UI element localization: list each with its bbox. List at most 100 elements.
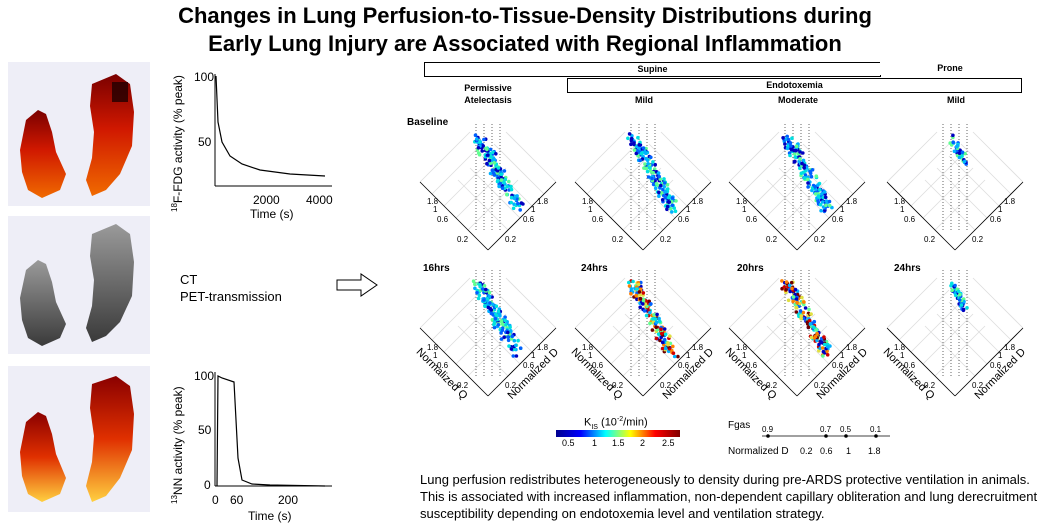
scatter-point bbox=[645, 169, 650, 174]
scatter-point bbox=[955, 296, 960, 300]
scatter-point bbox=[509, 187, 514, 192]
scatter-point bbox=[820, 353, 825, 357]
scatter-point bbox=[484, 290, 489, 295]
scatter-point bbox=[795, 295, 799, 300]
scatter-point bbox=[817, 196, 821, 200]
scatter-point bbox=[499, 183, 503, 188]
scatter-point bbox=[641, 307, 645, 312]
scatter-point bbox=[794, 146, 799, 151]
scatter-point bbox=[654, 325, 658, 329]
scatter-point bbox=[805, 320, 810, 324]
scatter-point bbox=[475, 291, 479, 295]
scatter-point bbox=[961, 301, 966, 305]
scatter-point bbox=[498, 167, 503, 171]
scatter-point bbox=[484, 289, 488, 293]
scatter-point bbox=[823, 192, 827, 196]
scatter-point bbox=[784, 288, 788, 292]
scatter-point bbox=[497, 312, 502, 316]
scatter-point bbox=[650, 317, 654, 322]
scatter-point bbox=[665, 199, 670, 203]
scatter-point bbox=[659, 327, 663, 332]
scatter-point bbox=[639, 152, 644, 156]
scatter-point bbox=[657, 316, 661, 321]
scatter-point bbox=[495, 317, 500, 322]
scatter-point bbox=[795, 147, 800, 152]
scatter-point bbox=[653, 315, 657, 320]
scatter-point bbox=[817, 192, 821, 196]
scatter-point bbox=[492, 319, 497, 324]
scatter-point bbox=[490, 317, 495, 322]
scatter-point bbox=[638, 305, 642, 310]
scatter-point bbox=[642, 301, 647, 305]
scatter-point bbox=[955, 144, 960, 148]
scatter-point bbox=[477, 281, 481, 286]
scatter-point bbox=[955, 151, 959, 155]
colorbar-tick: 1 bbox=[592, 438, 598, 448]
scatter-point bbox=[634, 151, 639, 156]
fgas-bottom-tick: 1.8 bbox=[868, 446, 881, 456]
scatter-point bbox=[505, 192, 509, 197]
scatter-point bbox=[793, 287, 798, 292]
scatter-point bbox=[638, 296, 643, 301]
scatter-point bbox=[961, 297, 966, 301]
scatter-point bbox=[484, 148, 489, 153]
scatter-point bbox=[785, 281, 790, 286]
scatter-point bbox=[950, 283, 954, 288]
scatter-point bbox=[806, 318, 810, 323]
scatter-point bbox=[518, 346, 523, 350]
scatter-point bbox=[958, 292, 962, 297]
scatter-point bbox=[782, 139, 787, 144]
scatter-point bbox=[667, 346, 671, 351]
scatter-point bbox=[514, 343, 518, 348]
scatter-point bbox=[780, 286, 784, 291]
scatter-point bbox=[809, 174, 814, 179]
scatter-point bbox=[471, 279, 476, 283]
scatter-point bbox=[485, 149, 490, 153]
column-label-prone-mild: Mild bbox=[947, 95, 965, 105]
scatter-point bbox=[665, 204, 670, 209]
scatter-point bbox=[488, 147, 493, 152]
scatter-point bbox=[656, 332, 661, 336]
scatter-point bbox=[961, 308, 966, 313]
scatter-point bbox=[487, 294, 492, 299]
scatter-point bbox=[959, 303, 964, 307]
scatter-point bbox=[814, 174, 819, 178]
scatter-point bbox=[808, 322, 813, 326]
scatter-point bbox=[664, 344, 669, 349]
scatter-point bbox=[652, 169, 656, 174]
scatter-point bbox=[791, 145, 795, 149]
scatter-point bbox=[505, 329, 509, 333]
scatter-point bbox=[498, 181, 503, 186]
scatter-point bbox=[496, 171, 500, 175]
scatter-point bbox=[657, 333, 662, 337]
scatter-point bbox=[632, 142, 636, 147]
scatter-point bbox=[798, 149, 802, 153]
scatter-point bbox=[509, 334, 513, 339]
scatter-point bbox=[813, 186, 817, 191]
scatter-point bbox=[486, 163, 491, 167]
scatter-point bbox=[790, 136, 794, 140]
axis-tick-right: 1.8 bbox=[846, 343, 858, 352]
scatter-point bbox=[955, 151, 960, 156]
axis-tick-right: 0.6 bbox=[990, 215, 1002, 224]
axis-tick-left: 1 bbox=[900, 351, 905, 360]
scatter-point bbox=[659, 326, 664, 330]
scatter-point bbox=[822, 341, 827, 346]
scatter-point bbox=[956, 148, 961, 152]
scatter-point bbox=[636, 153, 640, 158]
fgas-tick: 0.1 bbox=[870, 426, 882, 434]
scatter-point bbox=[822, 209, 827, 214]
scatter-point bbox=[816, 334, 820, 338]
scatter-point bbox=[642, 298, 647, 302]
scatter-point bbox=[951, 140, 955, 144]
scatter-point bbox=[957, 302, 961, 306]
scatter-point bbox=[809, 335, 814, 340]
scatter-point bbox=[787, 146, 792, 150]
scatter-point bbox=[809, 312, 813, 316]
scatter-point bbox=[496, 177, 501, 181]
axis-tick-left: 1 bbox=[742, 351, 747, 360]
scatter-point bbox=[642, 166, 646, 170]
scatter-point bbox=[658, 177, 663, 181]
scatter-point bbox=[636, 285, 640, 289]
column-label-moderate: Moderate bbox=[777, 95, 818, 105]
